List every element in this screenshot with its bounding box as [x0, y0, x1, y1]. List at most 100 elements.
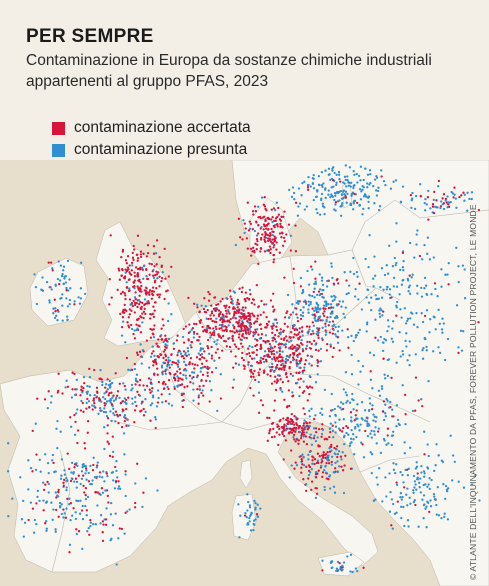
site-dot	[281, 350, 284, 353]
site-dot	[149, 419, 152, 422]
site-dot	[228, 312, 231, 315]
site-dot	[110, 471, 114, 474]
site-dot	[57, 389, 60, 393]
site-dot	[285, 418, 288, 421]
site-dot	[63, 478, 66, 482]
site-dot	[176, 375, 179, 378]
site-dot	[315, 492, 319, 495]
site-dot	[295, 371, 298, 374]
site-dot	[252, 394, 255, 397]
site-dot	[233, 343, 237, 346]
site-dot	[329, 343, 332, 346]
site-dot	[449, 201, 452, 204]
site-dot	[248, 312, 251, 315]
site-dot	[343, 271, 346, 274]
site-dot	[272, 324, 275, 327]
site-dot	[221, 325, 225, 328]
site-dot	[234, 243, 238, 247]
site-dot	[136, 272, 139, 275]
site-dot	[102, 470, 105, 473]
site-dot	[372, 419, 375, 422]
site-dot	[312, 187, 316, 190]
site-dot	[253, 332, 257, 335]
site-dot	[420, 312, 423, 315]
site-dot	[330, 295, 333, 298]
site-dot	[160, 327, 163, 330]
site-dot	[347, 433, 350, 436]
site-dot	[315, 309, 318, 312]
site-dot	[383, 337, 386, 341]
site-dot	[234, 355, 237, 358]
site-dot	[378, 315, 382, 318]
site-dot	[206, 326, 209, 330]
site-dot	[143, 388, 147, 391]
site-dot	[447, 261, 450, 265]
site-dot	[156, 345, 159, 348]
site-dot	[351, 392, 354, 396]
site-dot	[280, 337, 283, 341]
site-dot	[440, 516, 443, 520]
site-dot	[337, 569, 340, 572]
site-dot	[162, 361, 165, 364]
site-dot	[354, 295, 357, 298]
site-dot	[365, 330, 368, 333]
site-dot	[143, 298, 147, 301]
site-dot	[357, 298, 360, 301]
site-dot	[139, 281, 142, 284]
site-dot	[259, 347, 262, 350]
site-dot	[103, 447, 106, 451]
site-dot	[128, 289, 131, 292]
site-dot	[386, 358, 389, 362]
site-dot	[115, 469, 118, 473]
site-dot	[379, 286, 382, 289]
site-dot	[281, 390, 284, 393]
site-dot	[375, 194, 379, 197]
site-dot	[212, 333, 216, 337]
site-dot	[132, 244, 135, 248]
site-dot	[242, 309, 245, 312]
site-dot	[410, 311, 413, 314]
site-dot	[431, 205, 435, 208]
site-dot	[291, 427, 294, 431]
site-dot	[389, 490, 392, 494]
site-dot	[46, 406, 49, 410]
site-dot	[72, 507, 75, 510]
site-dot	[271, 238, 274, 241]
site-dot	[322, 296, 325, 299]
site-dot	[446, 195, 449, 198]
site-dot	[161, 373, 164, 376]
site-dot	[218, 323, 222, 327]
site-dot	[399, 201, 403, 204]
site-dot	[68, 298, 72, 302]
site-dot	[355, 334, 358, 337]
site-dot	[206, 347, 210, 350]
site-dot	[146, 244, 150, 247]
site-dot	[188, 361, 191, 364]
site-dot	[349, 270, 352, 273]
site-dot	[262, 228, 265, 231]
site-dot	[342, 402, 345, 405]
site-dot	[155, 263, 158, 266]
site-dot	[42, 488, 46, 492]
site-dot	[124, 308, 127, 311]
site-dot	[406, 279, 410, 282]
site-dot	[125, 262, 128, 265]
site-dot	[197, 394, 201, 397]
site-dot	[75, 480, 79, 484]
site-dot	[271, 365, 274, 369]
site-dot	[334, 467, 337, 470]
site-dot	[71, 388, 74, 391]
site-dot	[188, 374, 192, 377]
site-dot	[290, 464, 293, 467]
site-dot	[426, 196, 430, 199]
site-dot	[276, 357, 279, 360]
site-dot	[269, 370, 272, 373]
site-dot	[433, 498, 437, 501]
site-dot	[292, 346, 295, 349]
site-dot	[138, 384, 141, 387]
site-dot	[79, 499, 82, 502]
site-dot	[284, 358, 288, 361]
site-dot	[111, 455, 114, 458]
site-dot	[340, 465, 343, 468]
site-dot	[181, 335, 185, 339]
